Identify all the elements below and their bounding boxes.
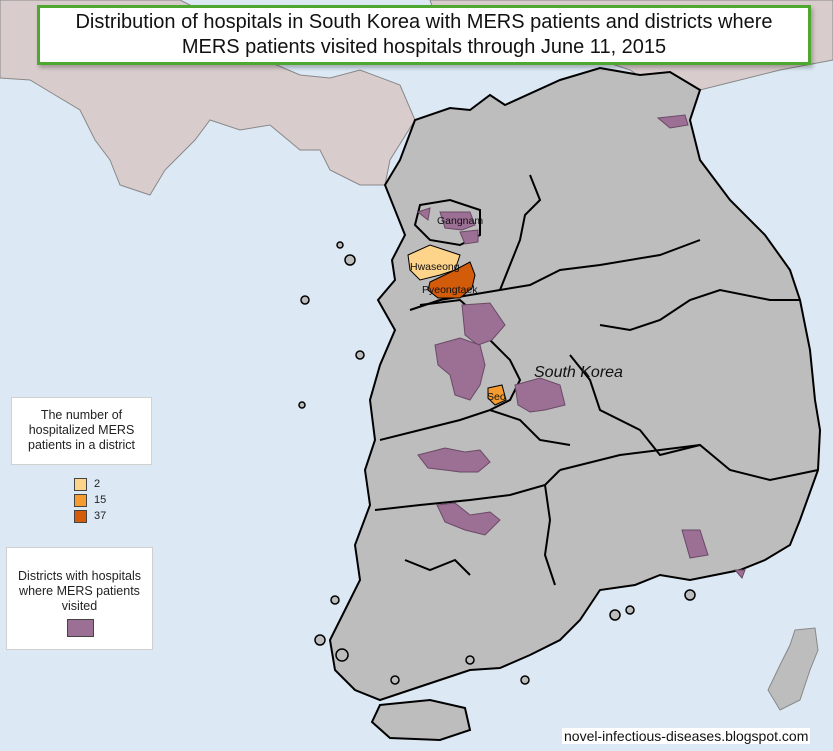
legend-value: 2: [94, 478, 101, 490]
district-label-seo: Seo: [487, 391, 506, 403]
legend-swatch: [74, 493, 87, 507]
visited-districts: [416, 114, 746, 579]
jeju-island: [370, 698, 472, 742]
legend-patients-scale: 2 15 37: [74, 476, 106, 524]
legend-item: 15: [74, 492, 106, 508]
tsushima-island: [767, 627, 819, 711]
source-credit: novel-infectious-diseases.blogspot.com: [562, 728, 811, 744]
district-label-hwaseong: Hwaseong: [410, 261, 460, 273]
south-korea-land: [328, 66, 822, 702]
legend-item: 37: [74, 508, 106, 524]
legend-value: 15: [94, 494, 107, 506]
legend-value: 37: [94, 510, 107, 522]
legend-item: 2: [74, 476, 106, 492]
district-label-gangnam: Gangnam: [437, 215, 483, 227]
district-label-pyeongtaek: Pyeongtaek: [422, 284, 478, 296]
legend-patients-title: The number of hospitalized MERS patients…: [11, 397, 152, 465]
coastal-islands: [298, 241, 696, 685]
seo-district: [487, 384, 507, 406]
province-boundaries: [374, 174, 819, 586]
legend-swatch: [74, 477, 87, 491]
country-label: South Korea: [534, 364, 623, 381]
legend-swatch: [74, 509, 87, 523]
legend-visited-swatch: [67, 619, 94, 637]
map-title: Distribution of hospitals in South Korea…: [37, 5, 811, 65]
pyeongtaek-district: [427, 261, 476, 299]
